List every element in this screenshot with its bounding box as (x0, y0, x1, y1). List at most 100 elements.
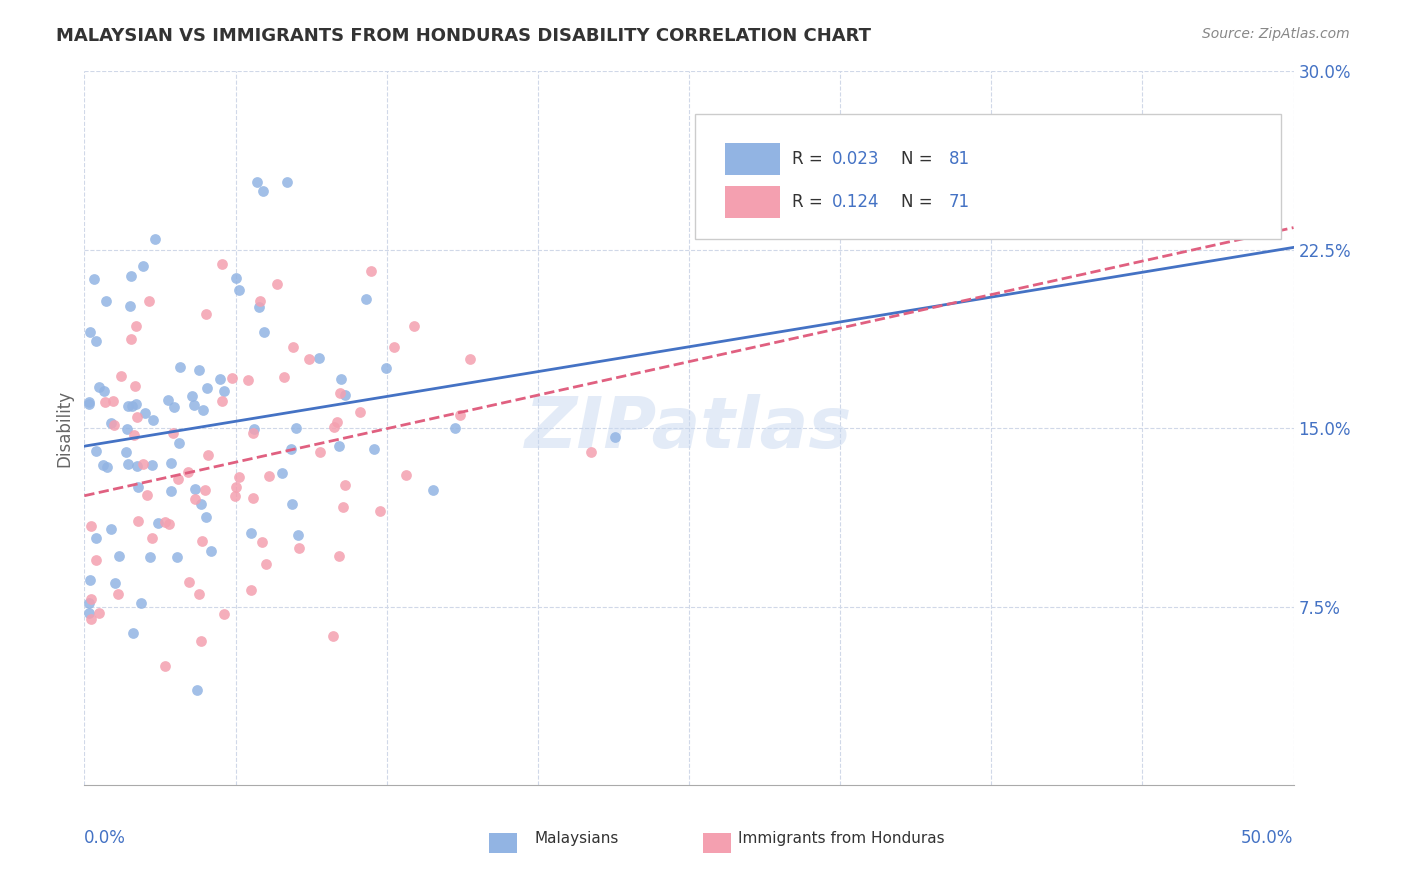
Point (134, 406, 156, 420)
Point (329, 386, 352, 401)
Bar (725, 186, 780, 218)
Point (127, 480, 149, 494)
Point (127, 514, 149, 528)
Point (287, 528, 309, 542)
Point (242, 491, 264, 506)
Point (276, 175, 298, 189)
Point (141, 531, 163, 545)
Point (211, 393, 233, 408)
Point (89, 606, 111, 620)
Point (121, 399, 143, 413)
Point (190, 633, 212, 648)
Text: Source: ZipAtlas.com: Source: ZipAtlas.com (1202, 27, 1350, 41)
Point (115, 445, 138, 459)
Point (96, 293, 118, 308)
Point (224, 489, 246, 503)
Point (84, 531, 107, 545)
Point (444, 420, 467, 434)
Point (247, 301, 270, 315)
Point (167, 436, 190, 450)
Bar (725, 143, 780, 175)
Point (117, 399, 139, 413)
Point (221, 371, 243, 385)
Text: 71: 71 (949, 193, 970, 211)
Point (122, 427, 145, 442)
Point (242, 425, 264, 440)
Point (87, 380, 110, 394)
Point (104, 576, 127, 591)
Point (335, 478, 357, 492)
Point (193, 403, 215, 417)
Point (249, 293, 271, 308)
Text: MALAYSIAN VS IMMIGRANTS FROM HONDURAS DISABILITY CORRELATION CHART: MALAYSIAN VS IMMIGRANTS FROM HONDURAS DI… (56, 27, 872, 45)
Point (84, 553, 107, 567)
Point (195, 381, 218, 395)
Point (79, 325, 101, 339)
Point (103, 417, 125, 432)
Point (191, 533, 214, 548)
Point (77, 606, 100, 620)
FancyBboxPatch shape (695, 114, 1281, 239)
Point (142, 413, 165, 427)
Text: 81: 81 (949, 150, 970, 168)
Point (273, 369, 295, 384)
Point (225, 271, 247, 285)
Text: Immigrants from Honduras: Immigrants from Honduras (738, 831, 945, 846)
Point (79, 397, 101, 411)
Point (195, 307, 218, 321)
Point (288, 541, 311, 556)
Point (322, 630, 344, 644)
Point (280, 442, 302, 457)
Point (308, 351, 330, 365)
Point (368, 504, 391, 518)
Point (422, 483, 444, 497)
Text: N =: N = (901, 193, 938, 211)
Point (212, 607, 235, 622)
Point (284, 421, 307, 435)
Point (153, 515, 176, 529)
Point (186, 682, 208, 697)
Point (184, 483, 207, 497)
Point (281, 497, 304, 511)
Text: ZIPatlas: ZIPatlas (526, 393, 852, 463)
Point (107, 587, 129, 601)
Y-axis label: Disability: Disability (55, 390, 73, 467)
Text: R =: R = (792, 150, 828, 168)
Text: Malaysians: Malaysians (534, 831, 619, 846)
Point (162, 425, 184, 440)
Point (240, 583, 263, 598)
Point (375, 361, 398, 376)
Point (188, 362, 211, 376)
Point (328, 549, 350, 563)
Point (238, 373, 260, 387)
Point (184, 491, 207, 506)
Point (110, 368, 132, 383)
Point (298, 352, 321, 367)
Point (252, 534, 274, 549)
Point (132, 457, 155, 471)
Point (79, 573, 101, 587)
Point (460, 351, 482, 366)
Point (138, 293, 160, 308)
Point (349, 405, 371, 419)
Point (115, 422, 138, 436)
Bar (489, 833, 517, 853)
Point (177, 575, 200, 590)
Point (228, 470, 250, 484)
Point (125, 319, 148, 334)
Point (120, 332, 142, 346)
Point (100, 523, 122, 537)
Point (96, 460, 118, 475)
Point (188, 587, 211, 601)
Point (197, 448, 219, 462)
Point (91, 458, 114, 472)
Point (162, 400, 184, 414)
Point (146, 516, 169, 530)
Point (404, 319, 426, 334)
Point (254, 558, 277, 572)
Point (125, 458, 148, 473)
Point (127, 410, 149, 425)
Point (160, 456, 183, 470)
Point (332, 500, 354, 514)
Point (328, 439, 350, 453)
